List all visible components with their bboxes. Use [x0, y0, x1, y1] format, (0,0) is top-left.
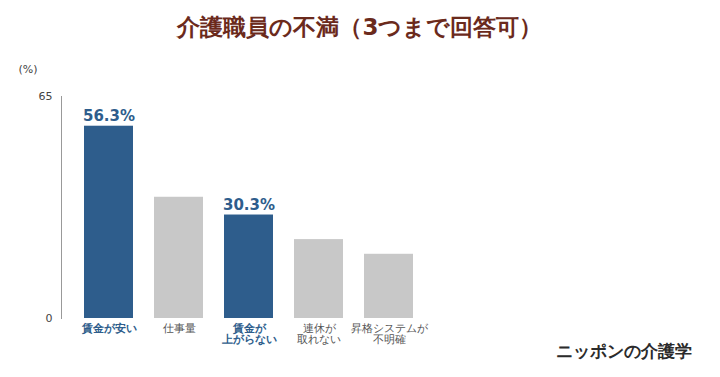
svg-text:賃金が安い: 賃金が安い	[81, 322, 137, 335]
svg-text:56.3%: 56.3%	[83, 107, 135, 125]
svg-text:30.3%: 30.3%	[223, 196, 275, 214]
html-text:ニッポンの介護学: ニッポンの介護学	[556, 341, 692, 361]
svg-text:連休が取れない: 連休が取れない	[297, 322, 341, 346]
svg-text:仕事量: 仕事量	[163, 322, 196, 335]
svg-text:65: 65	[39, 90, 53, 103]
svg-text:昇格システムが不明確: 昇格システムが不明確	[351, 322, 429, 346]
svg-text:(%): (%)	[19, 63, 38, 76]
svg-text:0: 0	[46, 312, 53, 325]
html-text:介護職員の不満（3つまで回答可）: 介護職員の不満（3つまで回答可）	[177, 14, 543, 40]
svg-text:賃金が上がらない: 賃金が上がらない	[221, 322, 277, 346]
